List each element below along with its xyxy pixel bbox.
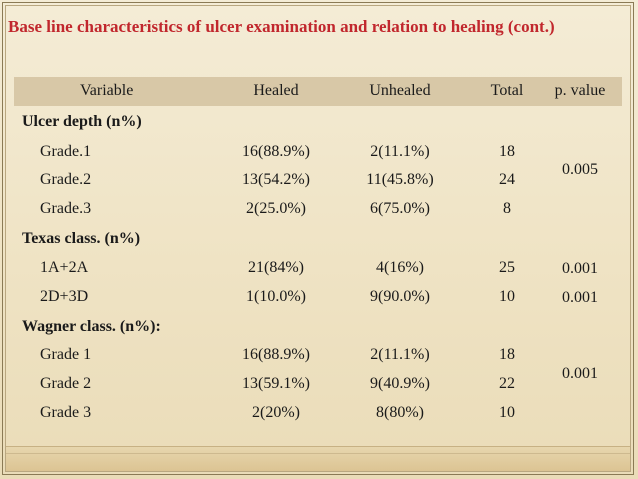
p-value: 0.005	[562, 161, 598, 178]
row-label: Grade 3	[40, 404, 92, 421]
section-label-wagner-class: Wagner class. (n%):	[22, 318, 161, 335]
section-label-ulcer-depth: Ulcer depth (n%)	[22, 113, 142, 130]
cell-unhealed: 8(80%)	[376, 404, 424, 421]
row-label: Grade.2	[40, 171, 92, 188]
cell-healed: 13(59.1%)	[242, 375, 310, 392]
slide-footer-band	[6, 446, 630, 471]
cell-healed: 16(88.9%)	[242, 346, 310, 363]
row-label: Grade 2	[40, 375, 92, 392]
section-label-texas-class: Texas class. (n%)	[22, 230, 141, 247]
cell-total: 22	[499, 375, 515, 392]
header-variable: Variable	[80, 82, 134, 99]
cell-unhealed: 9(40.9%)	[370, 375, 430, 392]
cell-healed: 13(54.2%)	[242, 171, 310, 188]
p-value: 0.001	[562, 289, 598, 306]
table-header-band	[14, 77, 622, 106]
header-unhealed: Unhealed	[369, 82, 431, 99]
slide-title: Base line characteristics of ulcer exami…	[8, 17, 555, 36]
cell-unhealed: 4(16%)	[376, 259, 424, 276]
cell-healed: 21(84%)	[248, 259, 304, 276]
p-value: 0.001	[562, 260, 598, 277]
cell-total: 24	[499, 171, 515, 188]
header-p-value: p. value	[554, 82, 606, 99]
cell-total: 25	[499, 259, 515, 276]
cell-total: 18	[499, 143, 515, 160]
cell-healed: 2(20%)	[252, 404, 300, 421]
row-label: Grade.1	[40, 143, 92, 160]
cell-unhealed: 6(75.0%)	[370, 200, 430, 217]
cell-unhealed: 11(45.8%)	[366, 171, 434, 188]
cell-total: 10	[499, 404, 515, 421]
cell-healed: 2(25.0%)	[246, 200, 306, 217]
row-label: Grade 1	[40, 346, 92, 363]
row-label: 2D+3D	[40, 288, 89, 305]
cell-unhealed: 2(11.1%)	[370, 346, 430, 363]
cell-healed: 16(88.9%)	[242, 143, 310, 160]
cell-total: 8	[503, 200, 511, 217]
header-total: Total	[490, 82, 524, 99]
cell-total: 18	[499, 346, 515, 363]
header-healed: Healed	[253, 82, 299, 99]
row-label: 1A+2A	[40, 259, 89, 276]
row-label: Grade.3	[40, 200, 92, 217]
cell-healed: 1(10.0%)	[246, 288, 306, 305]
cell-unhealed: 2(11.1%)	[370, 143, 430, 160]
cell-total: 10	[499, 288, 515, 305]
cell-unhealed: 9(90.0%)	[370, 288, 430, 305]
p-value: 0.001	[562, 365, 598, 382]
